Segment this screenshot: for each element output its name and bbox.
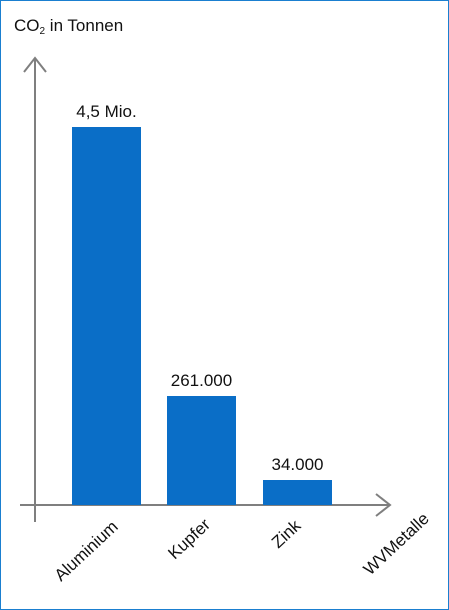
bar-aluminium: [72, 127, 141, 505]
y-axis-label-rest: in Tonnen: [45, 16, 124, 35]
data-label-kupfer: 261.000: [171, 371, 232, 390]
tick-label-zink: Zink: [268, 516, 305, 552]
x-axis-label: WVMetalle: [360, 509, 433, 579]
y-axis-label-main: CO: [14, 16, 40, 35]
tick-label-aluminium: Aluminium: [51, 517, 122, 585]
bar-zink: [263, 480, 332, 505]
y-axis-label: CO2 in Tonnen: [14, 16, 123, 37]
data-label-zink: 34.000: [272, 455, 324, 474]
y-axis-label-subscript: 2: [39, 26, 46, 37]
bar-kupfer: [167, 396, 236, 505]
data-label-aluminium: 4,5 Mio.: [76, 102, 136, 121]
tick-label-kupfer: Kupfer: [164, 515, 214, 563]
y-axis-arrow: [23, 56, 47, 73]
x-axis-arrow: [375, 493, 392, 517]
